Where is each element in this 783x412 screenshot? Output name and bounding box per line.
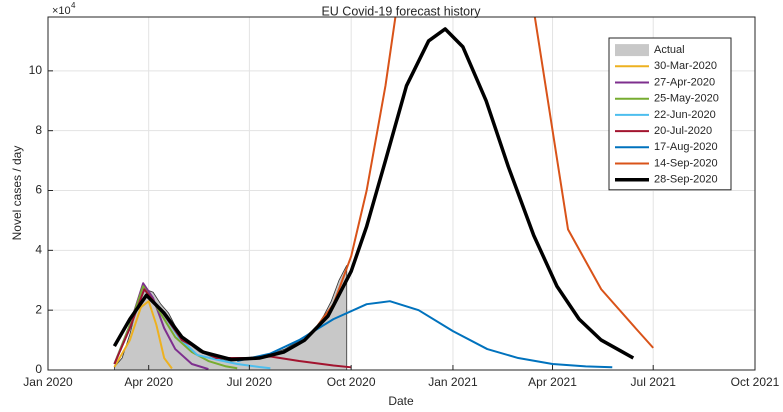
legend-swatch bbox=[615, 44, 649, 57]
x-tick-label: Oct 2021 bbox=[731, 375, 780, 389]
y-tick-label: 6 bbox=[35, 183, 42, 197]
x-tick-label: Apr 2021 bbox=[528, 375, 577, 389]
y-tick-label: 8 bbox=[35, 123, 42, 137]
forecast-line bbox=[317, 17, 654, 349]
x-tick-label: Jan 2021 bbox=[428, 375, 478, 389]
legend-label: 17-Aug-2020 bbox=[654, 141, 718, 153]
legend-label: 22-Jun-2020 bbox=[654, 109, 716, 121]
legend-label: 14-Sep-2020 bbox=[654, 157, 718, 169]
x-tick-label: Apr 2020 bbox=[124, 375, 173, 389]
x-tick-label: Oct 2020 bbox=[327, 375, 376, 389]
chart-title: EU Covid-19 forecast history bbox=[321, 4, 481, 18]
legend-label: 20-Jul-2020 bbox=[654, 125, 712, 137]
forecast-line bbox=[113, 300, 173, 370]
x-tick-label: Jan 2020 bbox=[23, 375, 73, 389]
legend-label: 25-May-2020 bbox=[654, 93, 719, 105]
legend-label: 28-Sep-2020 bbox=[654, 174, 718, 186]
forecast-line bbox=[113, 288, 352, 369]
legend-label: 27-Apr-2020 bbox=[654, 76, 715, 88]
y-tick-label: 4 bbox=[35, 243, 42, 257]
forecast-line bbox=[112, 27, 635, 362]
x-tick-label: Jul 2021 bbox=[631, 375, 677, 389]
y-scale-power: 4 bbox=[71, 1, 76, 10]
x-axis-label: Date bbox=[388, 394, 414, 408]
forecast-line bbox=[236, 300, 613, 369]
axes-box bbox=[47, 16, 756, 371]
legend-label: Actual bbox=[654, 44, 685, 56]
y-scale-base: ×10 bbox=[52, 5, 71, 17]
x-tick-label: Jul 2020 bbox=[227, 375, 273, 389]
legend-label: 30-Mar-2020 bbox=[654, 60, 717, 72]
y-tick-label: 10 bbox=[29, 63, 43, 77]
y-axis-label: Novel cases / day bbox=[10, 146, 24, 241]
y-tick-label: 0 bbox=[35, 362, 42, 376]
y-tick-label: 2 bbox=[35, 302, 42, 316]
